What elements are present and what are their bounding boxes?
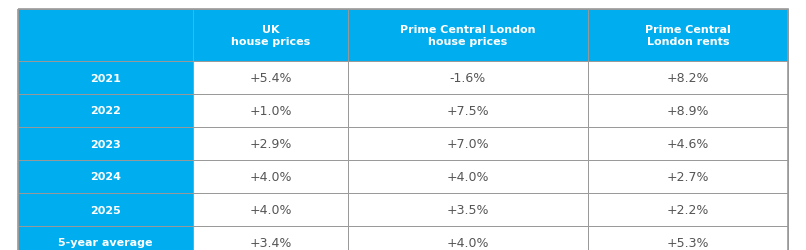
- Text: 2025: 2025: [90, 205, 121, 215]
- Text: +5.4%: +5.4%: [249, 72, 292, 85]
- Text: 2022: 2022: [90, 106, 121, 116]
- Bar: [588, 226, 788, 250]
- Bar: [18, 160, 193, 193]
- Bar: [348, 128, 588, 160]
- Bar: [193, 62, 348, 94]
- Bar: [18, 62, 193, 94]
- Bar: [588, 128, 788, 160]
- Bar: [18, 10, 193, 62]
- Text: 5-year average: 5-year average: [58, 238, 153, 248]
- Text: +3.4%: +3.4%: [249, 236, 292, 249]
- Text: +3.5%: +3.5%: [447, 203, 489, 216]
- Text: 2024: 2024: [90, 172, 121, 182]
- Bar: [18, 193, 193, 226]
- Bar: [588, 10, 788, 62]
- Text: +1.0%: +1.0%: [249, 104, 292, 118]
- Text: +4.0%: +4.0%: [249, 170, 292, 183]
- Bar: [588, 193, 788, 226]
- Text: +2.7%: +2.7%: [667, 170, 709, 183]
- Bar: [348, 226, 588, 250]
- Bar: [18, 128, 193, 160]
- Text: +4.0%: +4.0%: [447, 170, 489, 183]
- Bar: [193, 226, 348, 250]
- Bar: [348, 62, 588, 94]
- Text: +7.0%: +7.0%: [447, 138, 489, 150]
- Bar: [18, 226, 193, 250]
- Text: +7.5%: +7.5%: [447, 104, 489, 118]
- Bar: [348, 94, 588, 128]
- Text: UK
house prices: UK house prices: [231, 25, 310, 47]
- Bar: [348, 193, 588, 226]
- Text: 2021: 2021: [90, 73, 121, 83]
- Text: 2023: 2023: [90, 139, 121, 149]
- Text: +5.3%: +5.3%: [667, 236, 709, 249]
- Bar: [588, 160, 788, 193]
- Bar: [193, 10, 348, 62]
- Text: +4.6%: +4.6%: [667, 138, 709, 150]
- Text: +8.2%: +8.2%: [667, 72, 709, 85]
- Text: +2.2%: +2.2%: [667, 203, 709, 216]
- Bar: [193, 193, 348, 226]
- Text: Prime Central London
house prices: Prime Central London house prices: [401, 25, 536, 47]
- Text: +8.9%: +8.9%: [667, 104, 709, 118]
- Bar: [588, 94, 788, 128]
- Bar: [193, 128, 348, 160]
- Text: -1.6%: -1.6%: [450, 72, 486, 85]
- Text: +4.0%: +4.0%: [249, 203, 292, 216]
- Bar: [588, 62, 788, 94]
- Bar: [193, 160, 348, 193]
- Bar: [18, 94, 193, 128]
- Text: +4.0%: +4.0%: [447, 236, 489, 249]
- Bar: [348, 10, 588, 62]
- Bar: [348, 160, 588, 193]
- Bar: [193, 94, 348, 128]
- Text: Prime Central
London rents: Prime Central London rents: [645, 25, 731, 47]
- Text: +2.9%: +2.9%: [249, 138, 292, 150]
